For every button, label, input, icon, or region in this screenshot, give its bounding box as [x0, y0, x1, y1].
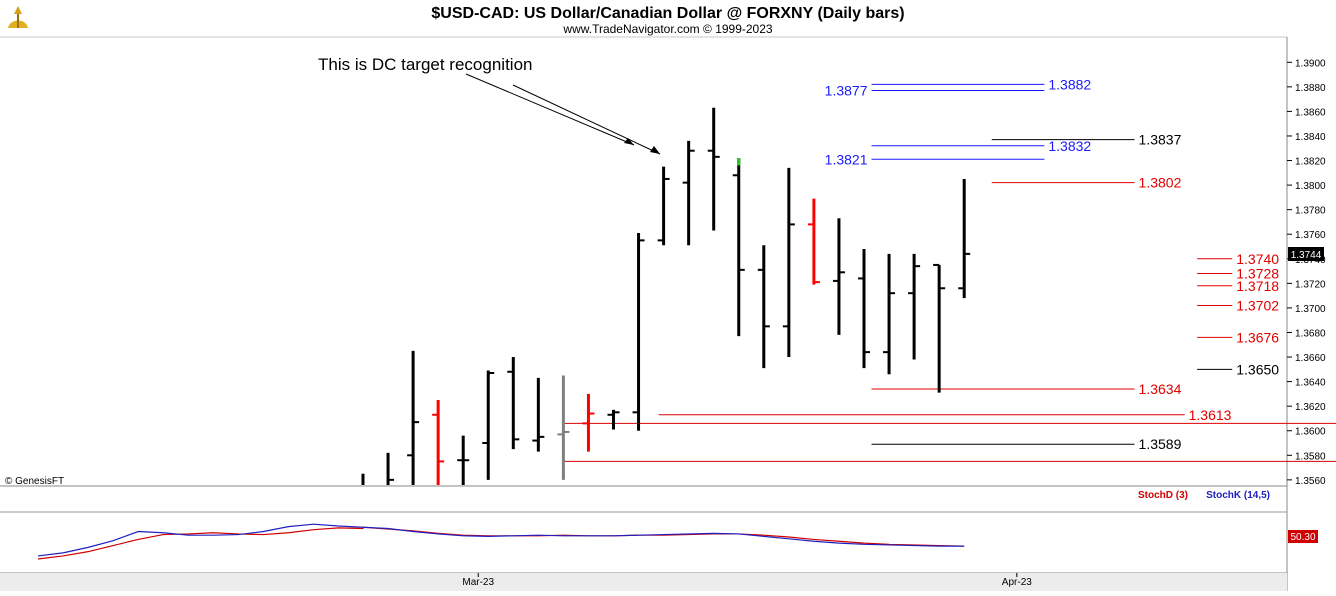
stoch-k-label: StochK (14,5): [1206, 490, 1270, 501]
x-tick-label: Mar-23: [462, 577, 494, 588]
y-tick-label: 1.3880: [1295, 83, 1326, 94]
y-tick-label: 1.3820: [1295, 157, 1326, 168]
y-tick-label: 1.3620: [1295, 402, 1326, 413]
ohlc-bar: [407, 350, 420, 485]
y-tick-label: 1.3760: [1295, 230, 1326, 241]
bars-layer: [361, 107, 971, 485]
ohlc-bar: [482, 370, 495, 480]
y-tick-label: 1.3720: [1295, 279, 1326, 290]
ohlc-bar: [557, 375, 570, 480]
price-badge: 1.3744: [1288, 247, 1324, 261]
ohlc-bar: [582, 393, 595, 452]
level-label: 1.3650: [1236, 361, 1279, 377]
ohlc-bar: [432, 400, 445, 485]
level-label: 1.3821: [825, 151, 868, 167]
ohlc-bar: [858, 248, 870, 369]
levels-layer: 1.3882 1.3877 1.3837 1.3832 1.3821 1.3802 1.37…: [563, 76, 1336, 462]
ohlc-bar: [457, 435, 470, 485]
logo-icon: [4, 4, 32, 32]
ohlc-bar: [958, 178, 971, 299]
stoch-d-line: [37, 526, 965, 560]
y-tick-label: 1.3680: [1295, 328, 1326, 339]
level-label: 1.3837: [1139, 132, 1182, 148]
level-label: 1.3877: [825, 83, 868, 99]
y-tick-label: 1.3840: [1295, 132, 1326, 143]
ohlc-bar: [807, 198, 820, 285]
chart-subtitle: www.TradeNavigator.com © 1999-2023: [562, 22, 772, 36]
ohlc-bar: [507, 357, 520, 450]
x-tick-label: Apr-23: [1002, 577, 1032, 588]
ohlc-bar: [682, 140, 695, 246]
level-label: 1.3832: [1048, 138, 1091, 154]
y-tick-label: 1.3640: [1295, 378, 1326, 389]
oscillator-value-badge: 50.30: [1288, 530, 1318, 543]
annotation-arrowhead-2: [650, 146, 660, 154]
oscillator-panel: [37, 523, 965, 560]
level-label: 1.3702: [1236, 297, 1279, 313]
chart-title: $USD-CAD: US Dollar/Canadian Dollar @ FO…: [431, 5, 904, 22]
level-label: 1.3634: [1139, 381, 1182, 397]
y-tick-label: 1.3600: [1295, 427, 1326, 438]
level-label: 1.3882: [1048, 76, 1091, 92]
y-tick-label: 1.3900: [1295, 58, 1326, 69]
x-axis: Mar-23 Apr-23: [462, 573, 1032, 588]
svg-text:1.3744: 1.3744: [1291, 250, 1322, 261]
y-tick-label: 1.3580: [1295, 451, 1326, 462]
y-tick-label: 1.3860: [1295, 107, 1326, 118]
level-label: 1.3676: [1236, 329, 1279, 345]
level-label: 1.3613: [1189, 407, 1232, 423]
ohlc-bar: [782, 167, 795, 358]
svg-text:50.30: 50.30: [1290, 532, 1315, 543]
ohlc-bar: [532, 377, 545, 452]
ohlc-bar: [883, 253, 896, 375]
y-tick-label: 1.3780: [1295, 206, 1326, 217]
annotation-arrow-2: [512, 84, 661, 155]
level-label: 1.3740: [1236, 251, 1279, 267]
level-label: 1.3589: [1139, 436, 1182, 452]
ohlc-bar: [657, 166, 670, 246]
annotation-arrowhead-1: [624, 138, 634, 145]
ohlc-bar: [908, 253, 921, 360]
y-tick-label: 1.3700: [1295, 304, 1326, 315]
ohlc-bar: [933, 263, 946, 393]
y-tick-label: 1.3660: [1295, 353, 1326, 364]
ohlc-bar: [386, 452, 395, 485]
level-label: 1.3728: [1236, 266, 1279, 282]
ohlc-bar: [607, 409, 620, 430]
stoch-k-line: [37, 523, 965, 557]
level-label: 1.3802: [1139, 175, 1182, 191]
ohlc-bar: [832, 218, 845, 335]
level-label: 1.3718: [1236, 278, 1279, 294]
ohlc-bar: [707, 107, 720, 231]
annotation-arrow-1: [465, 73, 635, 146]
y-tick-label: 1.3560: [1295, 476, 1326, 487]
copyright-label: © GenesisFT: [5, 476, 64, 487]
ohlc-bar: [757, 245, 770, 369]
stoch-d-label: StochD (3): [1138, 490, 1188, 501]
ohlc-bar: [732, 158, 745, 337]
y-tick-label: 1.3800: [1295, 181, 1326, 192]
annotation-text: This is DC target recognition: [318, 55, 532, 74]
ohlc-bar: [632, 232, 645, 431]
